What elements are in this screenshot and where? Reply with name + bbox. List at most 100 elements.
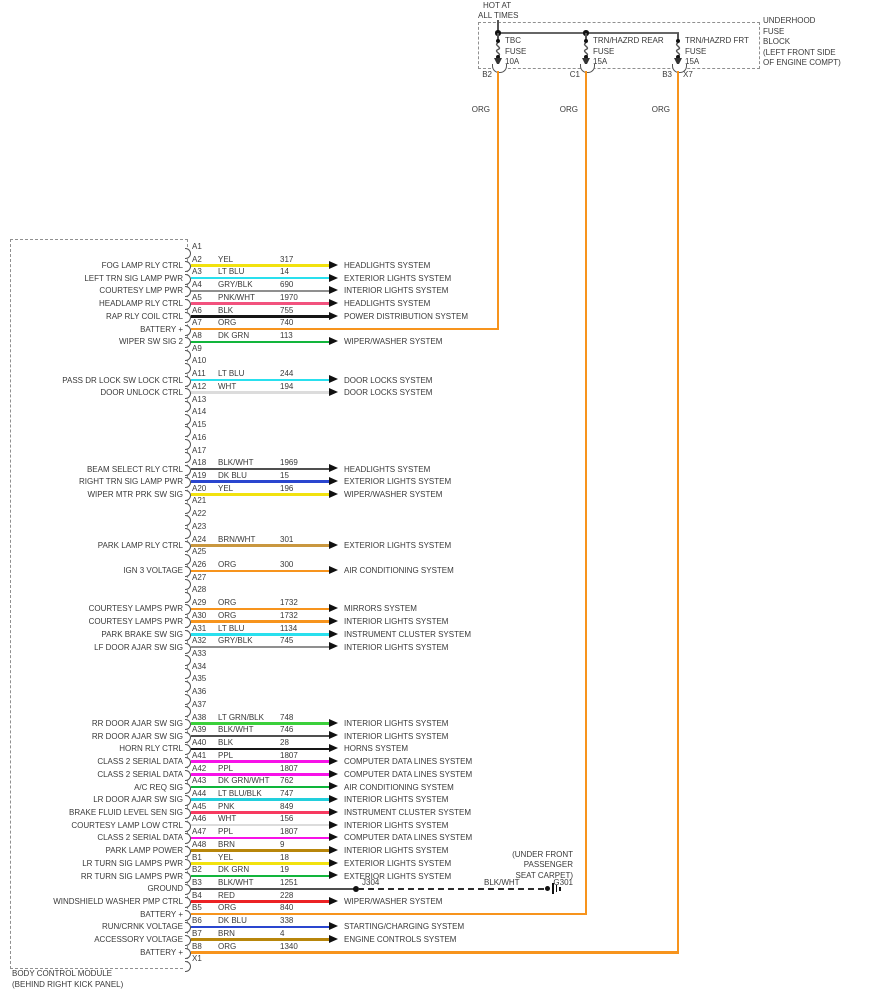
circuit-number-label: 4	[280, 928, 285, 938]
pin-id-label: A38	[192, 712, 207, 722]
pin-id-label: A15	[192, 420, 207, 430]
circuit-number-label: 15	[280, 470, 289, 480]
pin-function-label: LR DOOR AJAR SW SIG	[93, 795, 183, 805]
system-label: EXTERIOR LIGHTS SYSTEM	[344, 477, 452, 487]
pin-connector-icon	[184, 731, 191, 743]
circuit-number-label: 755	[280, 305, 294, 315]
system-label: EXTERIOR LIGHTS SYSTEM	[344, 273, 452, 283]
pin-function-label: CLASS 2 SERIAL DATA	[97, 757, 183, 767]
pin-function-label: WINDSHIELD WASHER PMP CTRL	[53, 897, 183, 907]
pin-function-label: BRAKE FLUID LEVEL SEN SIG	[69, 807, 183, 817]
wire-color-label: BRN/WHT	[218, 534, 256, 544]
system-label: AIR CONDITIONING SYSTEM	[344, 566, 454, 576]
circuit-number-label: 338	[280, 916, 294, 926]
system-arrow-icon	[329, 858, 338, 867]
system-arrow-icon	[329, 896, 338, 905]
wire-color-label: YEL	[218, 483, 234, 493]
pin-function-label: HORN RLY CTRL	[119, 744, 183, 754]
fuse-name-line: 10A	[505, 57, 520, 67]
circuit-wire	[191, 391, 330, 394]
bus-junction-dot	[583, 30, 589, 36]
fuse-top-dot	[495, 38, 501, 43]
wire-color-label: LT BLU/BLK	[218, 788, 262, 798]
circuit-wire	[191, 289, 330, 293]
circuit-wire	[191, 900, 330, 903]
system-arrow-icon	[329, 388, 338, 397]
wire-color-label: GRY/BLK	[218, 636, 253, 646]
wire-color-label: BLK/WHT	[218, 725, 254, 735]
pin-id-label: A37	[192, 699, 207, 709]
system-arrow-icon	[329, 756, 338, 765]
pin-id-label: A6	[192, 305, 202, 315]
wire-color-label: ORG	[218, 560, 237, 569]
system-label: WIPER/WASHER SYSTEM	[344, 897, 443, 907]
pin-function-label: BEAM SELECT RLY CTRL	[86, 464, 183, 474]
pin-id-label: A14	[192, 407, 207, 417]
system-arrow-icon	[329, 807, 338, 816]
circuit-wire	[191, 836, 330, 840]
system-arrow-icon	[329, 260, 338, 269]
pin-connector-icon	[184, 350, 191, 362]
circuit-wire	[191, 925, 330, 929]
circuit-number-label: 14	[280, 267, 289, 277]
system-arrow-icon	[329, 820, 338, 829]
wire-color-label: RED	[218, 890, 235, 900]
system-label: INTERIOR LIGHTS SYSTEM	[344, 286, 449, 296]
system-arrow-icon	[329, 718, 338, 727]
system-arrow-icon	[329, 273, 338, 282]
wire-color-label: BLK	[218, 305, 234, 315]
pin-id-label: A41	[192, 750, 207, 760]
circuit-wire	[191, 633, 330, 636]
pin-id-label: A9	[192, 343, 202, 353]
system-arrow-icon	[329, 845, 338, 854]
system-arrow-icon	[329, 286, 338, 295]
fuse-wire-color-label: ORG	[471, 105, 490, 114]
wire-color-label: LT BLU	[218, 623, 245, 633]
circuit-wire	[191, 734, 330, 738]
battery-feed-wire-vertical	[496, 71, 500, 331]
circuit-number-label: 690	[280, 280, 294, 290]
system-arrow-icon	[329, 540, 338, 549]
system-arrow-icon	[329, 795, 338, 804]
pin-id-label: A1	[192, 242, 202, 251]
wire-color-label: DK GRN/WHT	[218, 776, 270, 786]
system-label: INTERIOR LIGHTS SYSTEM	[344, 795, 449, 805]
wire-color-label: BLK/WHT	[218, 458, 254, 468]
pin-connector-icon	[184, 528, 191, 540]
pin-id-label: A16	[192, 432, 207, 442]
ground-wire	[191, 887, 356, 890]
pin-connector-icon	[184, 540, 191, 552]
wire-color-label: WHT	[218, 814, 237, 824]
pin-function-label: PARK BRAKE SW SIG	[101, 629, 183, 639]
circuit-wire	[191, 773, 330, 776]
pin-id-label: A11	[192, 369, 206, 379]
circuit-number-label: 840	[280, 903, 294, 913]
system-label: HEADLIGHTS SYSTEM	[344, 261, 431, 271]
circuit-number-label: 1251	[280, 878, 298, 887]
fuse-block-label-line: OF ENGINE COMPT)	[763, 58, 841, 68]
splice-junction-dot	[353, 885, 359, 892]
fuse-name-line: FUSE	[685, 46, 707, 56]
fuse-block-label-line: (LEFT FRONT SIDE	[763, 47, 836, 57]
pin-function-label: DOOR UNLOCK CTRL	[100, 388, 183, 398]
wire-color-label: YEL	[218, 852, 234, 862]
pin-function-label: PASS DR LOCK SW LOCK CTRL	[62, 375, 183, 385]
circuit-number-label: 28	[280, 738, 289, 748]
pin-id-label: A45	[192, 801, 207, 811]
circuit-number-label: 301	[280, 534, 294, 544]
system-label: AIR CONDITIONING SYSTEM	[344, 782, 454, 792]
pin-id-label: B2	[192, 865, 202, 875]
system-arrow-icon	[329, 477, 338, 486]
fuse-element-icon	[581, 41, 591, 61]
system-arrow-icon	[329, 871, 338, 880]
pin-connector-icon	[184, 451, 191, 463]
bus-junction-dot	[495, 30, 501, 36]
system-arrow-icon	[329, 922, 338, 931]
pin-function-label: COURTESY LAMPS PWR	[88, 617, 183, 627]
pin-function-label: BATTERY +	[140, 909, 183, 919]
circuit-number-label: 747	[280, 788, 294, 798]
circuit-wire	[191, 760, 330, 763]
pin-connector-icon	[184, 248, 191, 260]
circuit-wire	[191, 811, 330, 814]
